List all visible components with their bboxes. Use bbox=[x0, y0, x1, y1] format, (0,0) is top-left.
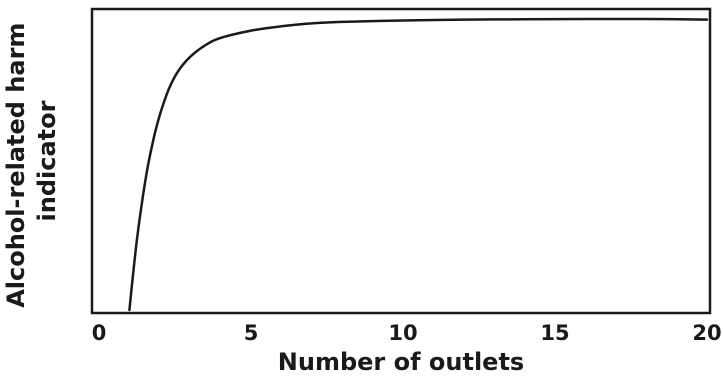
x-tick-label: 0 bbox=[92, 321, 107, 345]
y-axis-label-line-2: indicator bbox=[33, 100, 61, 221]
y-axis-label: Alcohol-related harm indicator bbox=[2, 14, 61, 308]
series-line bbox=[128, 17, 709, 312]
x-tick-label: 15 bbox=[540, 321, 569, 345]
x-tick-label: 20 bbox=[692, 321, 721, 345]
plot-frame bbox=[90, 7, 712, 315]
x-tick-labels: 0 5 10 15 20 bbox=[92, 321, 722, 345]
x-tick-label: 10 bbox=[388, 321, 417, 345]
x-axis-label: Number of outlets bbox=[278, 348, 524, 376]
y-axis-label-line-1: Alcohol-related harm bbox=[2, 23, 30, 308]
x-tick-label: 5 bbox=[244, 321, 259, 345]
